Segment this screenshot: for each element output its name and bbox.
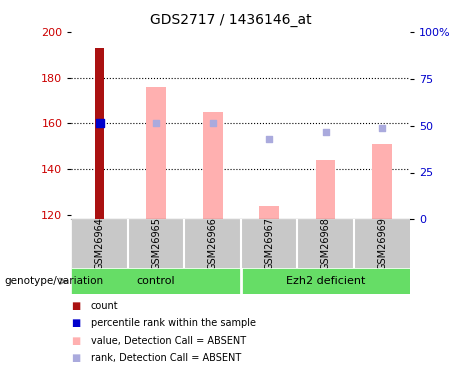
Text: genotype/variation: genotype/variation bbox=[5, 276, 104, 286]
Text: GSM26967: GSM26967 bbox=[264, 217, 274, 270]
Text: ■: ■ bbox=[71, 354, 81, 363]
Text: control: control bbox=[137, 276, 176, 286]
Text: GDS2717 / 1436146_at: GDS2717 / 1436146_at bbox=[150, 13, 311, 27]
Text: rank, Detection Call = ABSENT: rank, Detection Call = ABSENT bbox=[91, 354, 241, 363]
Bar bbox=[95, 48, 104, 219]
Bar bbox=[354, 219, 410, 268]
Point bbox=[209, 120, 216, 126]
Text: GSM26964: GSM26964 bbox=[95, 217, 105, 270]
Text: GSM26966: GSM26966 bbox=[207, 217, 218, 270]
Bar bbox=[241, 268, 410, 294]
Text: Ezh2 deficient: Ezh2 deficient bbox=[286, 276, 365, 286]
Bar bbox=[241, 219, 297, 268]
Bar bbox=[128, 219, 184, 268]
Point bbox=[153, 120, 160, 126]
Text: ■: ■ bbox=[71, 318, 81, 328]
Text: ■: ■ bbox=[71, 301, 81, 310]
Bar bbox=[146, 87, 166, 219]
Bar bbox=[71, 219, 128, 268]
Bar bbox=[372, 144, 392, 219]
Point bbox=[96, 120, 103, 126]
Text: GSM26965: GSM26965 bbox=[151, 217, 161, 270]
Text: GSM26968: GSM26968 bbox=[320, 217, 331, 270]
Text: percentile rank within the sample: percentile rank within the sample bbox=[91, 318, 256, 328]
Bar bbox=[71, 268, 241, 294]
Point bbox=[322, 129, 329, 135]
Text: ■: ■ bbox=[71, 336, 81, 346]
Text: GSM26969: GSM26969 bbox=[377, 217, 387, 270]
Bar bbox=[184, 219, 241, 268]
Bar bbox=[203, 112, 223, 219]
Bar bbox=[259, 206, 279, 219]
Bar bbox=[316, 160, 336, 219]
Text: value, Detection Call = ABSENT: value, Detection Call = ABSENT bbox=[91, 336, 246, 346]
Point bbox=[266, 136, 273, 142]
Text: count: count bbox=[91, 301, 118, 310]
Point bbox=[378, 125, 386, 131]
Bar bbox=[297, 219, 354, 268]
